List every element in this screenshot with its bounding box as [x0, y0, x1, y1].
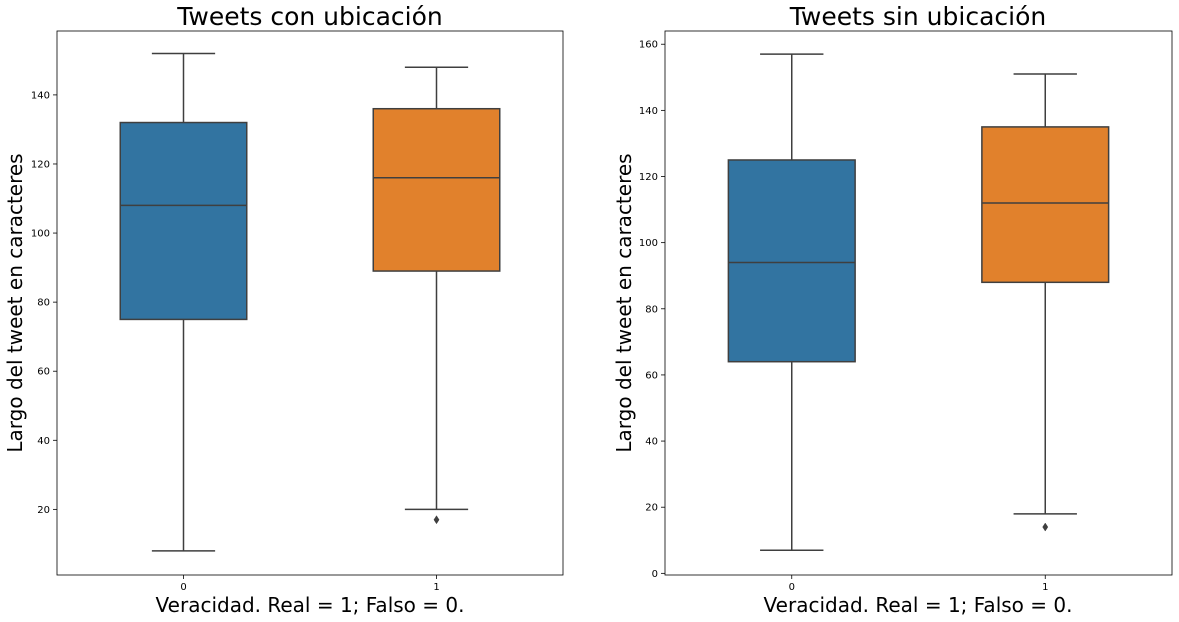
chart-left-frame [56, 30, 564, 576]
chart-right-ytick-label: 140 [639, 106, 658, 117]
chart-left-ytick-label: 40 [37, 436, 50, 447]
chart-left-ytick-label: 140 [31, 90, 50, 101]
chart-right-ytick-label: 20 [645, 503, 658, 514]
chart-left-box-0-iqr [119, 121, 248, 321]
chart-left-box-1-outlier [433, 515, 440, 525]
chart-right: Tweets sin ubicación 0 20 40 60 80 100 120 140 1… [612, 2, 1173, 617]
chart-left-ytick-label: 80 [37, 298, 50, 309]
chart-right-ytick-label: 40 [645, 437, 658, 448]
chart-right-ytick-label: 120 [639, 172, 658, 183]
chart-left-plot: 20 40 60 80 100 120 140 0 1 [31, 52, 501, 593]
chart-right-ytick-label: 100 [639, 238, 658, 249]
chart-left-xlabel: Veracidad. Real = 1; Falso = 0. [156, 593, 465, 617]
chart-right-ylabel: Largo del tweet en caracteres [612, 153, 636, 452]
chart-right-plot: 0 20 40 60 80 100 120 140 160 0 1 [639, 40, 1110, 593]
chart-left-ytick-label: 100 [31, 229, 50, 240]
chart-left: Tweets con ubicación 20 40 60 80 100 120 140 0 1… [3, 2, 564, 617]
chart-left-ytick-label: 120 [31, 159, 50, 170]
chart-right-ytick-label: 0 [652, 569, 658, 580]
chart-left-box-1-iqr [372, 107, 501, 272]
chart-left-ylabel: Largo del tweet en caracteres [3, 153, 27, 452]
chart-left-title: Tweets con ubicación [176, 2, 443, 31]
chart-right-box-0-iqr [727, 159, 856, 363]
chart-right-ytick-label: 160 [639, 40, 658, 51]
chart-right-title: Tweets sin ubicación [789, 2, 1046, 31]
chart-left-ytick-label: 20 [37, 505, 50, 516]
chart-right-frame [664, 30, 1173, 576]
chart-right-xtick-label: 1 [1042, 582, 1048, 593]
chart-left-ytick-label: 60 [37, 367, 50, 378]
chart-right-ytick-label: 60 [645, 370, 658, 381]
chart-left-xtick-label: 1 [433, 582, 439, 593]
chart-right-xlabel: Veracidad. Real = 1; Falso = 0. [764, 593, 1073, 617]
chart-right-box-1-iqr [981, 126, 1110, 284]
chart-right-ytick-label: 80 [645, 304, 658, 315]
chart-right-xtick-label: 0 [789, 582, 795, 593]
chart-right-box-1-outlier [1042, 522, 1049, 532]
chart-left-xtick-label: 0 [180, 582, 186, 593]
